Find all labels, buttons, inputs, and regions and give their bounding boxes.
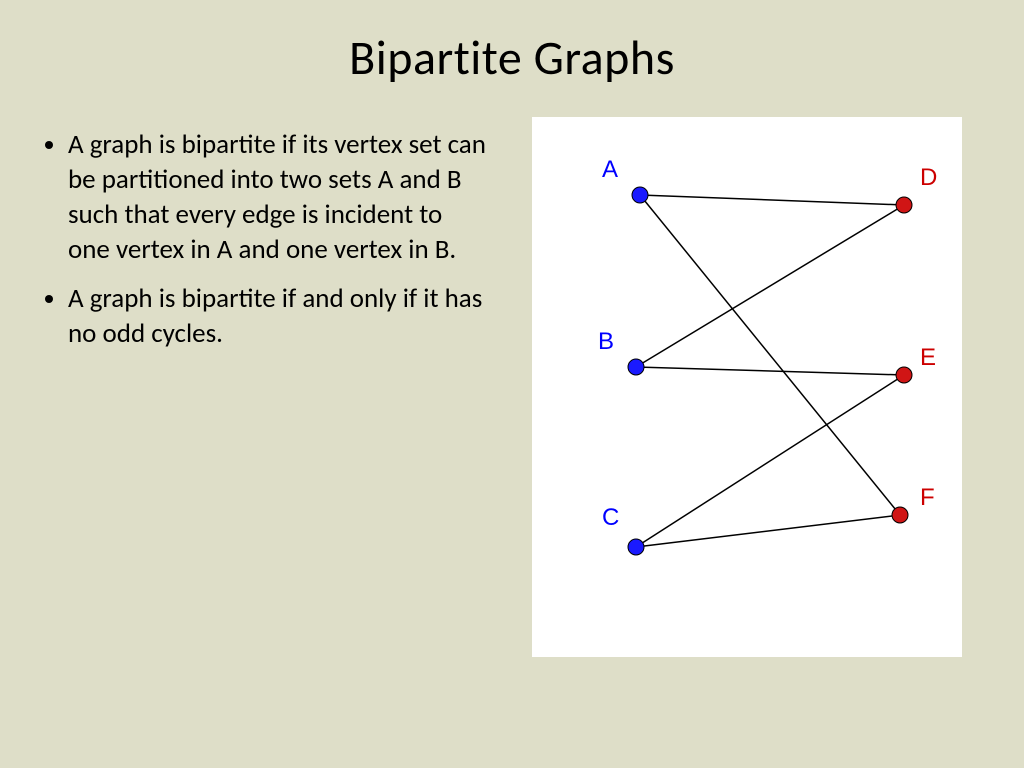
graph-edge xyxy=(640,195,904,205)
bipartite-graph-svg: A B C D E F xyxy=(532,117,962,657)
text-column: A graph is bipartite if its vertex set c… xyxy=(30,117,490,657)
graph-node-label: E xyxy=(920,344,936,371)
graph-node-label: D xyxy=(920,164,937,191)
graph-edge xyxy=(636,515,900,547)
slide: Bipartite Graphs A graph is bipartite if… xyxy=(0,0,1024,768)
graph-node xyxy=(892,507,908,523)
content-row: A graph is bipartite if its vertex set c… xyxy=(0,97,1024,657)
graph-node-label: B xyxy=(598,328,614,355)
bullet-item: A graph is bipartite if its vertex set c… xyxy=(68,127,490,267)
graph-edge xyxy=(636,367,904,375)
graph-node xyxy=(632,187,648,203)
graph-node xyxy=(628,539,644,555)
graph-column: A B C D E F xyxy=(510,117,984,657)
graph-edge xyxy=(640,195,900,515)
bullet-item: A graph is bipartite if and only if it h… xyxy=(68,281,490,351)
graph-node-label: C xyxy=(602,504,619,531)
graph-edge xyxy=(636,205,904,367)
graph-node xyxy=(628,359,644,375)
graph-node-label: F xyxy=(920,484,935,511)
graph-edge xyxy=(636,375,904,547)
graph-node-label: A xyxy=(602,156,618,183)
graph-panel: A B C D E F xyxy=(532,117,962,657)
bullet-list: A graph is bipartite if its vertex set c… xyxy=(30,127,490,352)
graph-node xyxy=(896,197,912,213)
page-title: Bipartite Graphs xyxy=(0,0,1024,97)
graph-node xyxy=(896,367,912,383)
